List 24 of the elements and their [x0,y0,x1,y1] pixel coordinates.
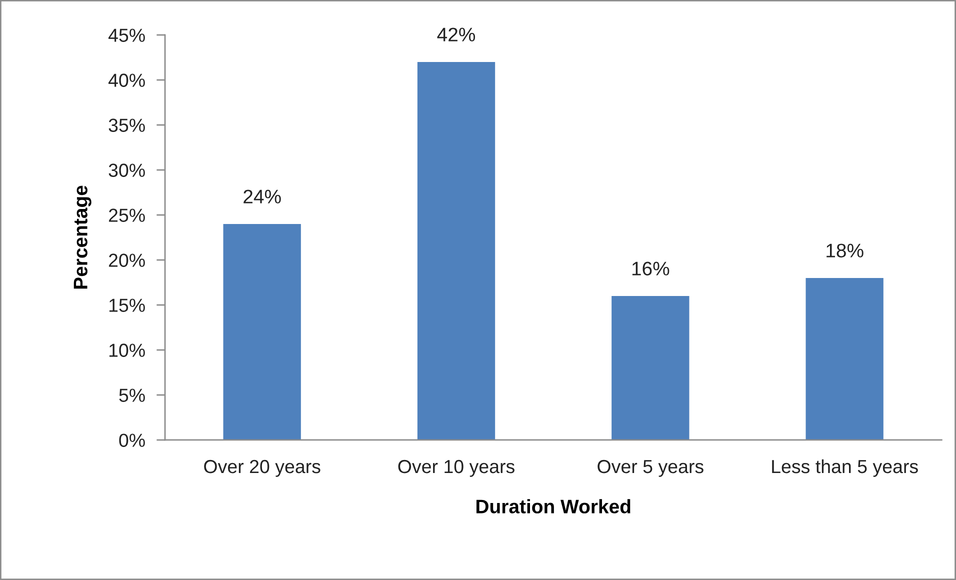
data-label: 18% [826,244,864,258]
y-tick-label: 10% [109,344,145,357]
data-label: 42% [437,28,476,42]
x-tick-label: Over 10 years [398,460,514,477]
bar [612,296,690,440]
x-tick-label: Over 5 years [598,460,704,477]
y-tick-label: 5% [119,388,145,402]
y-tick-label: 0% [119,434,145,447]
y-tick-label: 20% [108,254,145,267]
y-tick-label: 30% [108,164,145,177]
y-tick-label: 15% [109,298,145,312]
bar [806,278,884,440]
y-tick-label: 35% [108,118,145,132]
y-tick-label: 40% [108,74,145,87]
data-label: 24% [244,190,281,204]
bar [223,224,301,440]
data-label: 16% [632,262,670,276]
x-axis-title: Duration Worked [476,499,630,514]
y-tick-label: 45% [108,28,145,42]
bar [417,62,496,440]
x-tick-label: Less than 5 years [772,459,918,477]
y-axis-title: Percentage [74,186,92,289]
y-tick-label: 25% [108,208,145,222]
x-tick-label: Over 20 years [204,460,320,477]
